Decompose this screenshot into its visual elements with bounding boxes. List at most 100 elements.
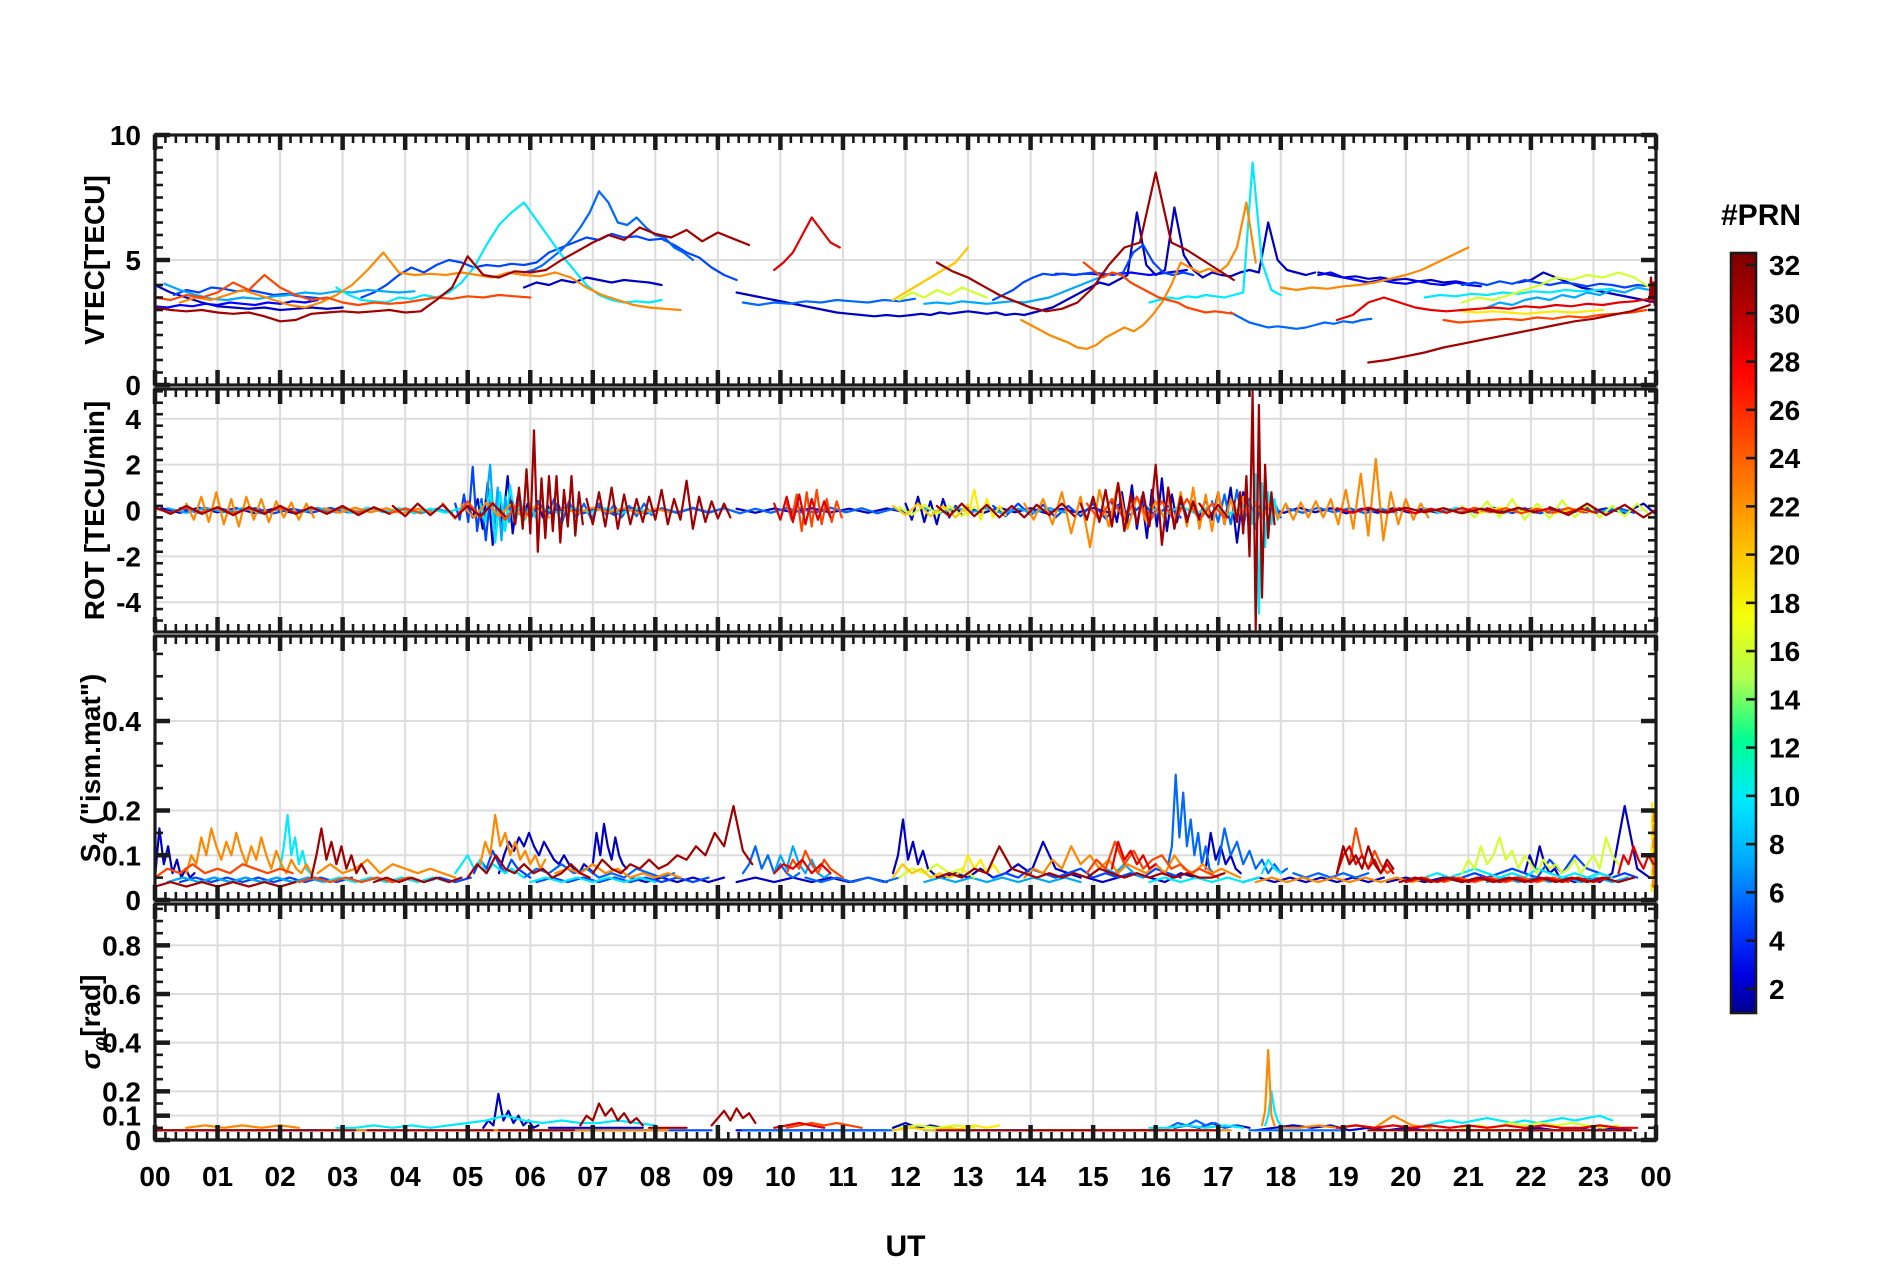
y-tick-label: -2 (116, 541, 141, 572)
series-vtec-prn31 (155, 226, 751, 323)
series-s4-prn8 (1217, 827, 1289, 875)
series-s4-prn19 (1461, 836, 1620, 875)
colorbar-border (1729, 251, 1758, 1015)
series-vtec-prn5 (155, 298, 319, 309)
colorbar-tick-label: 8 (1769, 829, 1785, 860)
series-rot-prn31 (1548, 502, 1656, 519)
panel-s4: 0 0.1 0.2 0.4S4 ("ism.mat") (75, 634, 1659, 916)
y-tick-label: 0 (125, 885, 141, 916)
series-rot-prn8 (798, 506, 910, 515)
series-vtec-prn3 (522, 276, 663, 289)
series-sigma_phi-prn31 (710, 1107, 757, 1127)
series-group-rot (155, 390, 1656, 631)
series-vtec-prn26 (1082, 261, 1235, 315)
colorbar-tick-label: 24 (1769, 443, 1801, 474)
series-s4-prn8 (804, 876, 901, 884)
series-s4-prn31 (591, 804, 754, 875)
series-vtec-prn21 (1461, 308, 1604, 315)
series-sigma_phi-prn12 (1148, 1124, 1245, 1129)
series-s4-prn31 (1335, 845, 1395, 875)
series-s4-prn12 (322, 876, 450, 884)
series-rot-prn24 (460, 501, 551, 520)
series-rot-prn22 (891, 502, 970, 519)
series-vtec-prn24 (1279, 246, 1470, 292)
series-s4-prn8 (1167, 773, 1215, 875)
series-vtec-prn12 (335, 201, 663, 304)
series-s4-prn31 (935, 845, 1226, 879)
series-rot-prn31 (155, 504, 391, 517)
y-tick-label: 0.2 (102, 1076, 141, 1107)
y-tick-label: 5 (125, 245, 141, 276)
series-s4-prn26 (1085, 840, 1220, 879)
series-s4-prn24 (479, 813, 547, 870)
series-sigma_phi-prn12 (1264, 1090, 1282, 1127)
series-rot-prn29 (773, 493, 832, 526)
colorbar-tick-label: 30 (1769, 298, 1800, 329)
y-tick-label: -4 (116, 587, 141, 618)
series-s4-prn26 (155, 863, 294, 879)
colorbar-tick-label: 6 (1769, 877, 1785, 908)
x-tick-label: 06 (515, 1161, 546, 1192)
series-s4-prn29 (1617, 845, 1655, 875)
series-vtec-prn19 (898, 286, 988, 302)
colorbar-title: #PRN (1721, 199, 1801, 232)
colorbar-gradient-rect (1731, 253, 1756, 1013)
series-vtec-prn8 (741, 297, 916, 307)
y-tick-label: 0.8 (102, 930, 141, 961)
series-vtec-prn7 (1461, 278, 1651, 289)
colorbar-tick-label: 32 (1769, 250, 1800, 281)
series-vtec-prn10 (163, 282, 416, 302)
x-tick-label: 19 (1328, 1161, 1359, 1192)
series-s4-prn3 (155, 827, 196, 879)
series-rot-prn31 (391, 502, 507, 519)
series-s4-prn19 (898, 863, 976, 879)
x-tick-label: 18 (1265, 1161, 1296, 1192)
series-sigma_phi-prn24 (1260, 1048, 1276, 1127)
series-rot-prn31 (1232, 390, 1276, 631)
series-s4-prn12 (1148, 876, 1260, 884)
y-tick-label: 0.6 (102, 979, 141, 1010)
series-rot-prn19 (898, 503, 976, 518)
series-s4-prn3 (629, 876, 726, 884)
series-s4-prn24 (554, 863, 682, 879)
series-rot-prn31 (1198, 502, 1229, 519)
series-rot-prn31 (585, 479, 732, 530)
series-s4-prn12 (1423, 867, 1614, 879)
series-vtec-prn10 (923, 276, 1101, 305)
series-vtec-prn10 (1486, 286, 1651, 309)
series-vtec-prn24 (178, 251, 682, 312)
x-tick-label: 16 (1140, 1161, 1171, 1192)
y-tick-label: 0.1 (102, 840, 141, 871)
series-rot-prn31 (935, 502, 1076, 519)
colorbar-tick-label: 28 (1769, 347, 1800, 378)
series-vtec-prn12 (1148, 161, 1282, 304)
y-axis-label-rot: ROT [TECU/min] (79, 401, 110, 620)
colorbar-tick-label: 26 (1769, 395, 1800, 426)
series-s4-prn29 (773, 858, 832, 875)
series-vtec-prn3 (155, 283, 344, 312)
x-tick-label: 12 (890, 1161, 921, 1192)
series-sigma_phi-prn26 (785, 1121, 863, 1129)
series-s4-prn8 (741, 845, 801, 879)
y-tick-label: 0.1 (102, 1101, 141, 1132)
series-s4-prn24 (316, 858, 457, 879)
y-tick-label: 10 (110, 120, 141, 151)
series-s4-prn3 (891, 818, 940, 879)
series-s4-prn21 (960, 854, 1001, 875)
series-vtec-prn22 (891, 246, 970, 302)
series-vtec-prn7 (992, 243, 1195, 302)
series-vtec-prn12 (1423, 287, 1614, 299)
series-s4-prn10 (773, 845, 832, 879)
series-vtec-prn8 (522, 190, 694, 274)
colorbar-tick-label: 2 (1769, 974, 1785, 1005)
x-tick-label: 07 (577, 1161, 608, 1192)
colorbar-tick-label: 18 (1769, 588, 1800, 619)
series-rot-prn24 (1254, 457, 1430, 542)
series-s4-prn12 (529, 876, 657, 884)
series-vtec-prn31 (935, 171, 1235, 313)
series-s4-prn24 (1254, 876, 1429, 884)
series-group-s4 (155, 773, 1656, 893)
x-tick-label: 17 (1203, 1161, 1234, 1192)
y-tick-label: 0.2 (102, 796, 141, 827)
